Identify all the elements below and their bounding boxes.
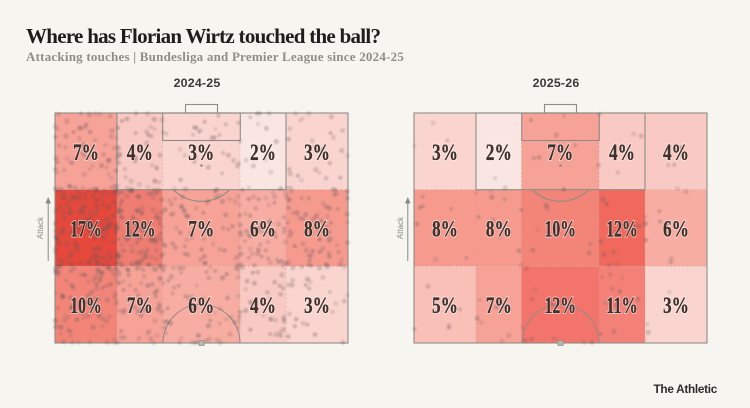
- svg-text:10%: 10%: [544, 217, 576, 243]
- svg-text:10%: 10%: [70, 293, 102, 319]
- svg-text:11%: 11%: [606, 293, 638, 319]
- svg-text:5%: 5%: [432, 293, 458, 319]
- svg-text:8%: 8%: [304, 217, 330, 243]
- svg-text:5%: 5%: [432, 293, 458, 319]
- svg-text:7%: 7%: [127, 293, 153, 319]
- svg-text:3%: 3%: [663, 293, 689, 319]
- svg-text:6%: 6%: [663, 217, 689, 243]
- svg-text:7%: 7%: [547, 140, 573, 166]
- svg-text:7%: 7%: [188, 217, 214, 243]
- svg-text:7%: 7%: [73, 140, 99, 166]
- svg-text:3%: 3%: [304, 293, 330, 319]
- svg-text:4%: 4%: [250, 293, 276, 319]
- svg-text:2%: 2%: [250, 140, 276, 166]
- svg-text:6%: 6%: [188, 293, 214, 319]
- svg-text:4%: 4%: [663, 140, 689, 166]
- svg-text:8%: 8%: [486, 217, 512, 243]
- svg-text:3%: 3%: [188, 140, 214, 166]
- svg-text:6%: 6%: [188, 293, 214, 319]
- svg-text:17%: 17%: [70, 217, 102, 243]
- svg-text:8%: 8%: [486, 217, 512, 243]
- svg-text:4%: 4%: [609, 140, 635, 166]
- svg-text:12%: 12%: [606, 217, 638, 243]
- svg-text:4%: 4%: [250, 293, 276, 319]
- svg-text:7%: 7%: [547, 140, 573, 166]
- svg-text:7%: 7%: [127, 293, 153, 319]
- svg-text:10%: 10%: [70, 293, 102, 319]
- svg-text:3%: 3%: [663, 293, 689, 319]
- svg-text:12%: 12%: [124, 217, 156, 243]
- svg-text:2%: 2%: [486, 140, 512, 166]
- svg-text:3%: 3%: [304, 140, 330, 166]
- svg-text:7%: 7%: [486, 293, 512, 319]
- svg-text:12%: 12%: [544, 293, 576, 319]
- svg-text:4%: 4%: [127, 140, 153, 166]
- svg-text:3%: 3%: [304, 293, 330, 319]
- svg-text:6%: 6%: [250, 217, 276, 243]
- svg-text:7%: 7%: [73, 140, 99, 166]
- svg-text:12%: 12%: [124, 217, 156, 243]
- svg-text:3%: 3%: [432, 140, 458, 166]
- svg-text:12%: 12%: [544, 293, 576, 319]
- svg-text:8%: 8%: [432, 217, 458, 243]
- svg-text:17%: 17%: [70, 217, 102, 243]
- svg-text:3%: 3%: [304, 140, 330, 166]
- svg-text:7%: 7%: [188, 217, 214, 243]
- svg-text:7%: 7%: [486, 293, 512, 319]
- svg-text:6%: 6%: [250, 217, 276, 243]
- svg-text:4%: 4%: [663, 140, 689, 166]
- svg-text:11%: 11%: [606, 293, 638, 319]
- svg-text:4%: 4%: [127, 140, 153, 166]
- svg-text:Attack: Attack: [36, 216, 45, 239]
- svg-text:Attack: Attack: [396, 216, 405, 239]
- svg-text:10%: 10%: [544, 217, 576, 243]
- svg-text:8%: 8%: [432, 217, 458, 243]
- svg-text:12%: 12%: [606, 217, 638, 243]
- svg-text:2%: 2%: [486, 140, 512, 166]
- svg-text:3%: 3%: [432, 140, 458, 166]
- svg-text:8%: 8%: [304, 217, 330, 243]
- svg-text:3%: 3%: [188, 140, 214, 166]
- svg-text:2%: 2%: [250, 140, 276, 166]
- svg-text:6%: 6%: [663, 217, 689, 243]
- svg-text:4%: 4%: [609, 140, 635, 166]
